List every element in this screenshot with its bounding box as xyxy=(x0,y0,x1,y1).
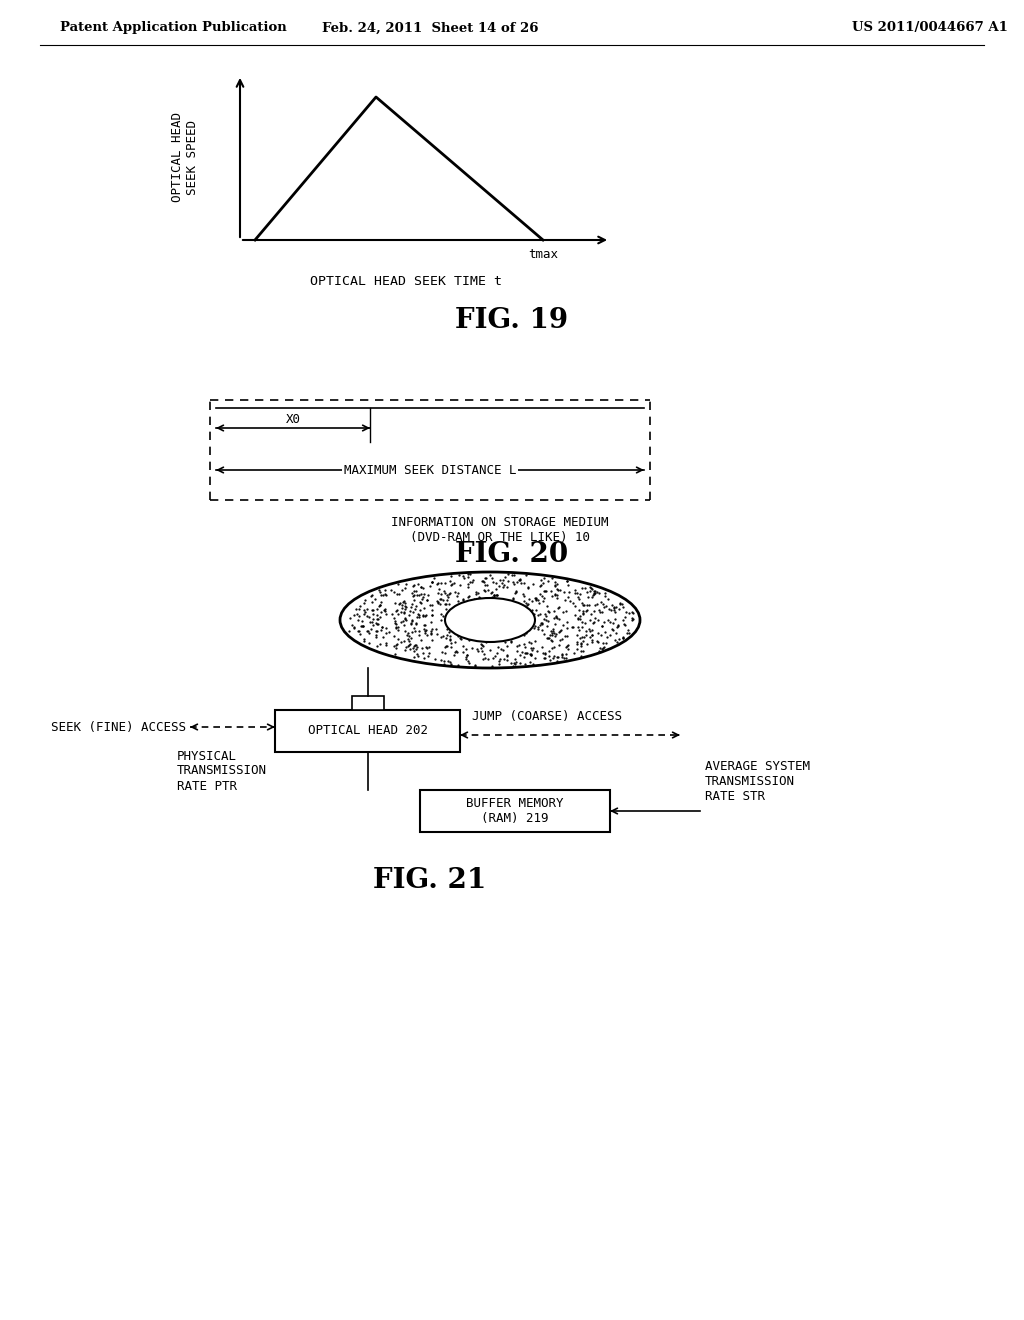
Bar xyxy=(275,710,460,752)
Text: SEEK (FINE) ACCESS: SEEK (FINE) ACCESS xyxy=(51,721,186,734)
Text: MAXIMUM SEEK DISTANCE L: MAXIMUM SEEK DISTANCE L xyxy=(344,463,516,477)
Text: tmax: tmax xyxy=(528,248,558,261)
Text: OPTICAL HEAD 202: OPTICAL HEAD 202 xyxy=(307,725,427,738)
Text: FIG. 20: FIG. 20 xyxy=(456,541,568,569)
Text: OPTICAL HEAD SEEK TIME t: OPTICAL HEAD SEEK TIME t xyxy=(310,275,503,288)
Text: US 2011/0044667 A1: US 2011/0044667 A1 xyxy=(852,21,1008,34)
Text: FIG. 21: FIG. 21 xyxy=(374,866,486,894)
Text: AVERAGE SYSTEM
TRANSMISSION
RATE STR: AVERAGE SYSTEM TRANSMISSION RATE STR xyxy=(705,760,810,803)
Ellipse shape xyxy=(445,598,535,642)
Text: Feb. 24, 2011  Sheet 14 of 26: Feb. 24, 2011 Sheet 14 of 26 xyxy=(322,21,539,34)
Bar xyxy=(420,789,610,832)
Text: Patent Application Publication: Patent Application Publication xyxy=(60,21,287,34)
Text: INFORMATION ON STORAGE MEDIUM
(DVD-RAM OR THE LIKE) 10: INFORMATION ON STORAGE MEDIUM (DVD-RAM O… xyxy=(391,516,608,544)
Text: PHYSICAL
TRANSMISSION
RATE PTR: PHYSICAL TRANSMISSION RATE PTR xyxy=(177,750,267,792)
Text: FIG. 19: FIG. 19 xyxy=(456,306,568,334)
Bar xyxy=(351,696,384,710)
Text: OPTICAL HEAD
SEEK SPEED: OPTICAL HEAD SEEK SPEED xyxy=(171,112,199,202)
Text: X0: X0 xyxy=(286,413,300,426)
Text: JUMP (COARSE) ACCESS: JUMP (COARSE) ACCESS xyxy=(472,710,622,723)
Text: BUFFER MEMORY
(RAM) 219: BUFFER MEMORY (RAM) 219 xyxy=(466,797,564,825)
